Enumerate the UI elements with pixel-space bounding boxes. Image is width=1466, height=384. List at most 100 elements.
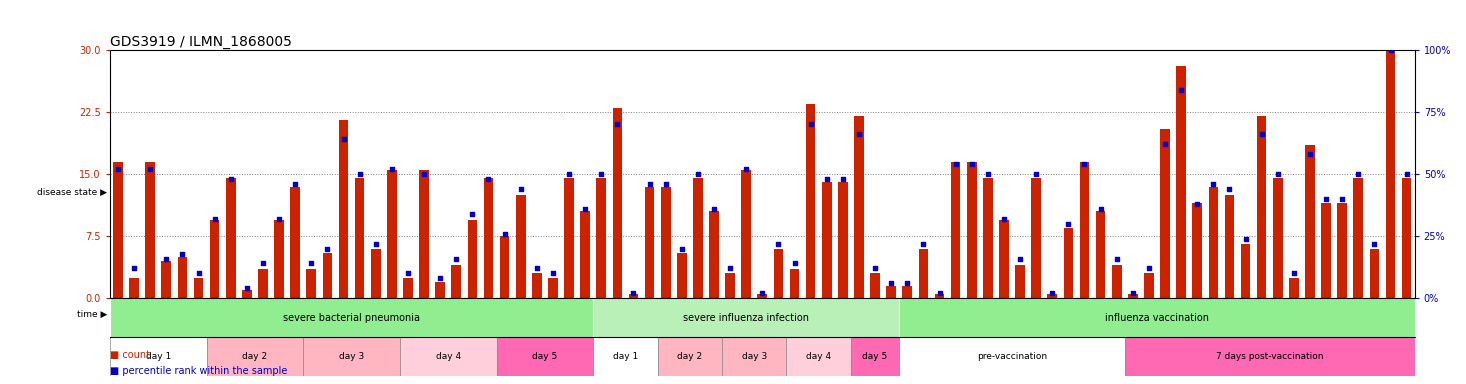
Bar	[564, 178, 573, 298]
Bar	[839, 182, 847, 298]
Bar	[1127, 294, 1138, 298]
Bar	[1016, 265, 1025, 298]
Bar	[303, 337, 400, 376]
Bar	[210, 220, 220, 298]
Point	[283, 181, 306, 187]
Text: day 3: day 3	[742, 352, 767, 361]
Point	[1396, 171, 1419, 177]
Point	[331, 136, 355, 142]
Point	[186, 270, 210, 276]
Bar	[723, 337, 786, 376]
Point	[912, 240, 935, 247]
Text: time ▶: time ▶	[76, 310, 107, 319]
Bar	[484, 178, 494, 298]
Bar	[790, 269, 799, 298]
Point	[734, 166, 758, 172]
Bar	[613, 108, 622, 298]
Text: day 2: day 2	[242, 352, 267, 361]
Point	[476, 176, 500, 182]
Bar	[693, 178, 702, 298]
Point	[299, 260, 323, 266]
Bar	[468, 220, 478, 298]
Bar	[710, 211, 718, 298]
Point	[976, 171, 1000, 177]
Point	[525, 265, 548, 271]
Bar	[1063, 228, 1073, 298]
Bar	[371, 248, 381, 298]
Point	[1331, 196, 1355, 202]
Point	[992, 216, 1016, 222]
Point	[960, 161, 984, 167]
Point	[154, 255, 177, 262]
Bar	[822, 182, 831, 298]
Point	[573, 206, 597, 212]
Bar	[726, 273, 734, 298]
Text: day 3: day 3	[339, 352, 364, 361]
Bar	[1321, 203, 1331, 298]
Point	[638, 181, 661, 187]
Bar	[1176, 66, 1186, 298]
Bar	[594, 298, 899, 337]
Point	[347, 171, 371, 177]
Point	[1218, 186, 1242, 192]
Point	[783, 260, 806, 266]
Bar	[1047, 294, 1057, 298]
Point	[412, 171, 435, 177]
Point	[1041, 290, 1064, 296]
Point	[396, 270, 419, 276]
Bar	[226, 178, 236, 298]
Bar	[984, 178, 992, 298]
Bar	[532, 273, 541, 298]
Bar	[452, 265, 462, 298]
Point	[1025, 171, 1048, 177]
Text: severe bacterial pneumonia: severe bacterial pneumonia	[283, 313, 421, 323]
Point	[1073, 161, 1097, 167]
Text: ■ count: ■ count	[110, 350, 150, 360]
Point	[1363, 240, 1387, 247]
Text: day 5: day 5	[862, 352, 888, 361]
Point	[170, 250, 194, 257]
Bar	[951, 162, 960, 298]
Point	[718, 265, 742, 271]
Bar	[1224, 195, 1234, 298]
Point	[106, 166, 129, 172]
Text: day 4: day 4	[806, 352, 831, 361]
Text: day 5: day 5	[532, 352, 557, 361]
Text: 7 days post-vaccination: 7 days post-vaccination	[1215, 352, 1324, 361]
Point	[944, 161, 968, 167]
Point	[1057, 221, 1080, 227]
Bar	[899, 337, 1124, 376]
Point	[541, 270, 564, 276]
Bar	[419, 170, 430, 298]
Point	[1283, 270, 1306, 276]
Point	[1267, 171, 1290, 177]
Point	[122, 265, 145, 271]
Point	[686, 171, 710, 177]
Point	[493, 231, 516, 237]
Bar	[786, 337, 850, 376]
Point	[1234, 236, 1258, 242]
Bar	[597, 178, 605, 298]
Bar	[110, 337, 207, 376]
Point	[1299, 151, 1322, 157]
Point	[751, 290, 774, 296]
Bar	[806, 104, 815, 298]
Bar	[1031, 178, 1041, 298]
Bar	[1079, 162, 1089, 298]
Bar	[899, 298, 1415, 337]
Bar	[850, 337, 899, 376]
Bar	[274, 220, 284, 298]
Bar	[110, 298, 594, 337]
Point	[622, 290, 645, 296]
Bar	[774, 248, 783, 298]
Bar	[207, 337, 303, 376]
Point	[235, 285, 258, 291]
Text: influenza vaccination: influenza vaccination	[1105, 313, 1209, 323]
Bar	[1000, 220, 1009, 298]
Point	[138, 166, 161, 172]
Point	[1009, 255, 1032, 262]
Bar	[855, 116, 863, 298]
Point	[767, 240, 790, 247]
Point	[880, 280, 903, 286]
Bar	[1337, 203, 1347, 298]
